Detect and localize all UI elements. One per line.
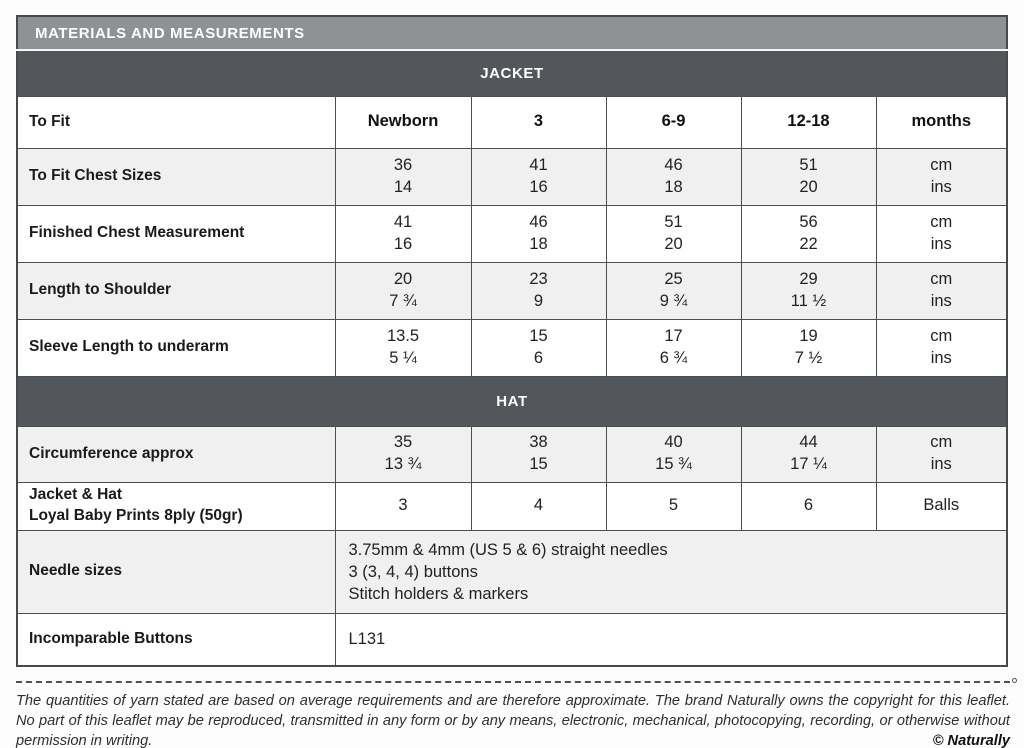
row-label: Length to Shoulder bbox=[16, 261, 336, 320]
cell-value: 4 bbox=[470, 481, 607, 531]
cell-value: 29 11 ½ bbox=[740, 261, 877, 320]
row-label: Finished Chest Measurement bbox=[16, 204, 336, 263]
cell-value: 19 7 ½ bbox=[740, 318, 877, 377]
cell-unit: cm ins bbox=[875, 318, 1008, 377]
size-col-12-18: 12-18 bbox=[740, 95, 877, 149]
cell-value: 6 bbox=[740, 481, 877, 531]
hat-section-title: HAT bbox=[16, 375, 1008, 427]
cell-value: 3 bbox=[334, 481, 472, 531]
size-header-row: To Fit Newborn 3 6-9 12-18 months bbox=[16, 95, 1008, 149]
size-col-newborn: Newborn bbox=[334, 95, 472, 149]
cell-value: 38 15 bbox=[470, 425, 607, 483]
row-label: Incomparable Buttons bbox=[16, 613, 336, 667]
needle-sizes-details: 3.75mm & 4mm (US 5 & 6) straight needles… bbox=[334, 529, 1008, 615]
cell-value: 15 6 bbox=[470, 318, 607, 377]
cell-value: 56 22 bbox=[740, 204, 877, 263]
jacket-section-bar: JACKET bbox=[16, 49, 1008, 97]
table-title: MATERIALS AND MEASUREMENTS bbox=[16, 15, 1008, 51]
cell-value: 5 bbox=[605, 481, 742, 531]
cell-value: 20 7 ¾ bbox=[334, 261, 472, 320]
table-row-buttons: Incomparable Buttons L131 bbox=[16, 613, 1008, 667]
table-title-bar: MATERIALS AND MEASUREMENTS bbox=[16, 15, 1008, 51]
copyright-disclaimer: The quantities of yarn stated are based … bbox=[16, 691, 1010, 748]
row-label-to-fit: To Fit bbox=[16, 95, 336, 149]
row-label: Needle sizes bbox=[16, 529, 336, 615]
row-label: Sleeve Length to underarm bbox=[16, 318, 336, 377]
cell-unit: cm ins bbox=[875, 425, 1008, 483]
size-col-3: 3 bbox=[470, 95, 607, 149]
cell-value: 46 18 bbox=[605, 147, 742, 206]
cell-value: 51 20 bbox=[605, 204, 742, 263]
materials-measurements-table: MATERIALS AND MEASUREMENTS JACKET To Fit… bbox=[16, 15, 1008, 667]
button-code: L131 bbox=[334, 613, 1008, 667]
size-col-months: months bbox=[875, 95, 1008, 149]
cell-value: 25 9 ¾ bbox=[605, 261, 742, 320]
cell-unit: cm ins bbox=[875, 204, 1008, 263]
cell-value: 23 9 bbox=[470, 261, 607, 320]
cell-value: 46 18 bbox=[470, 204, 607, 263]
hat-section-bar: HAT bbox=[16, 375, 1008, 427]
cell-unit: cm ins bbox=[875, 261, 1008, 320]
table-row-finished-chest: Finished Chest Measurement 41 16 46 18 5… bbox=[16, 204, 1008, 263]
cell-value: 41 16 bbox=[334, 204, 472, 263]
cell-unit: Balls bbox=[875, 481, 1008, 531]
table-row-chest-sizes: To Fit Chest Sizes 36 14 41 16 46 18 51 … bbox=[16, 147, 1008, 206]
table-row-yarn-balls: Jacket & Hat Loyal Baby Prints 8ply (50g… bbox=[16, 481, 1008, 531]
row-label: To Fit Chest Sizes bbox=[16, 147, 336, 206]
table-row-sleeve-length: Sleeve Length to underarm 13.5 5 ¼ 15 6 … bbox=[16, 318, 1008, 377]
cell-unit: cm ins bbox=[875, 147, 1008, 206]
cell-value: 36 14 bbox=[334, 147, 472, 206]
disclaimer-text: The quantities of yarn stated are based … bbox=[16, 692, 1010, 748]
row-label: Circumference approx bbox=[16, 425, 336, 483]
cell-value: 13.5 5 ¼ bbox=[334, 318, 472, 377]
row-label: Jacket & Hat Loyal Baby Prints 8ply (50g… bbox=[16, 481, 336, 531]
brand-copyright: © Naturally bbox=[932, 733, 1010, 748]
cell-value: 44 17 ¼ bbox=[740, 425, 877, 483]
dashed-divider bbox=[16, 677, 1017, 683]
cell-value: 51 20 bbox=[740, 147, 877, 206]
table-row-circumference: Circumference approx 35 13 ¾ 38 15 40 15… bbox=[16, 425, 1008, 483]
cell-value: 35 13 ¾ bbox=[334, 425, 472, 483]
cell-value: 40 15 ¾ bbox=[605, 425, 742, 483]
table-row-needle-sizes: Needle sizes 3.75mm & 4mm (US 5 & 6) str… bbox=[16, 529, 1008, 615]
table-row-length-shoulder: Length to Shoulder 20 7 ¾ 23 9 25 9 ¾ 29… bbox=[16, 261, 1008, 320]
cell-value: 17 6 ¾ bbox=[605, 318, 742, 377]
divider-endcap-circle bbox=[1012, 677, 1017, 683]
jacket-section-title: JACKET bbox=[16, 49, 1008, 97]
size-col-6-9: 6-9 bbox=[605, 95, 742, 149]
cell-value: 41 16 bbox=[470, 147, 607, 206]
